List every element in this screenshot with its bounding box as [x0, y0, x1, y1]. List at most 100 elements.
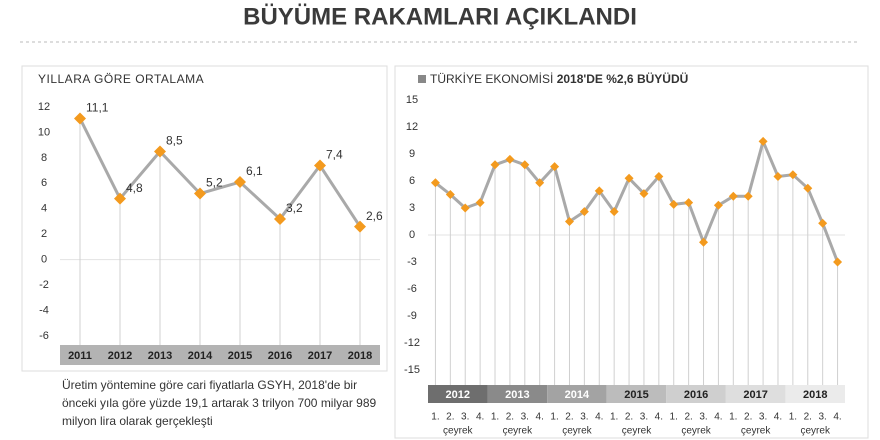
x-tick-label: 2.	[684, 412, 692, 423]
quarter-unit: çeyrek	[443, 426, 473, 437]
x-tick-label: 1.	[431, 412, 439, 423]
subtitle: 2018'DE %2,6 BÜYÜDÜ	[557, 71, 689, 86]
x-tick-label: 3.	[759, 412, 767, 423]
year-band	[606, 385, 667, 403]
right-panel	[394, 65, 869, 439]
x-tick-label: 1.	[670, 412, 678, 423]
x-tick-label: 1.	[729, 412, 737, 423]
quarter-unit: çeyrek	[741, 426, 771, 437]
data-line	[434, 139, 839, 263]
x-tick-label: 3.	[640, 412, 648, 423]
y-tick-label: -6	[407, 283, 417, 295]
y-tick-label: -4	[39, 304, 49, 316]
marker	[699, 237, 709, 247]
x-tick-label: 2014	[188, 350, 213, 362]
x-tick-label: 2.	[506, 412, 514, 423]
y-tick-label: 12	[406, 121, 418, 133]
value-label: 5,2	[206, 176, 223, 190]
quarter-unit: çeyrek	[562, 426, 592, 437]
marker	[430, 178, 440, 188]
marker	[314, 159, 326, 172]
marker	[234, 176, 246, 189]
marker	[833, 257, 843, 267]
quarter-unit: çeyrek	[622, 426, 652, 437]
y-tick-label: -2	[39, 279, 49, 291]
marker	[550, 162, 560, 172]
x-tick-label: 2.	[744, 412, 752, 423]
x-tick-label: 2.	[625, 412, 633, 423]
x-tick-label: 3.	[521, 412, 529, 423]
x-tick-label: 2017	[308, 350, 332, 362]
data-line	[78, 117, 362, 228]
marker	[114, 192, 126, 205]
legend-square	[418, 75, 426, 83]
marker	[818, 218, 828, 228]
marker	[445, 190, 455, 199]
quarter-unit: çeyrek	[503, 426, 533, 437]
marker	[460, 203, 470, 213]
marker	[743, 191, 753, 201]
y-tick-label: -6	[39, 330, 49, 342]
x-tick-label: 4.	[714, 412, 722, 423]
year-label: 2017	[743, 389, 767, 401]
marker	[354, 220, 366, 233]
x-tick-label: 4.	[774, 412, 782, 423]
marker	[154, 145, 166, 158]
marker	[654, 172, 664, 181]
marker	[624, 173, 634, 183]
marker	[758, 136, 768, 146]
y-tick-label: 4	[41, 203, 47, 215]
x-tick-label: 1.	[491, 412, 499, 423]
x-tick-label: 2011	[68, 350, 92, 362]
x-tick-label: 2015	[228, 350, 252, 362]
x-tick-label: 1.	[550, 412, 558, 423]
value-label: 8,5	[166, 134, 183, 148]
y-tick-label: -15	[404, 364, 420, 376]
page-title: BÜYÜME RAKAMLARI AÇIKLANDI	[243, 3, 637, 30]
year-label: 2012	[446, 389, 470, 401]
y-tick-label: 0	[409, 229, 415, 241]
left-panel	[21, 65, 388, 372]
marker	[564, 217, 574, 226]
quarter-unit: çeyrek	[800, 426, 830, 437]
x-tick-label: 2.	[804, 412, 812, 423]
year-band	[547, 385, 607, 403]
value-label: 6,1	[246, 164, 263, 178]
y-tick-label: 6	[409, 175, 415, 187]
y-tick-label: 6	[41, 177, 47, 189]
y-tick-label: 12	[38, 101, 50, 113]
year-band	[666, 385, 726, 403]
x-tick-label: 2012	[108, 350, 132, 362]
y-tick-label: 15	[406, 94, 418, 106]
marker	[669, 199, 679, 209]
x-tick-label: 3.	[818, 412, 826, 423]
y-tick-label: 10	[38, 126, 50, 138]
x-tick-label: 4.	[536, 412, 544, 423]
y-tick-label: 9	[409, 148, 415, 160]
x-tick-label: 3.	[699, 412, 707, 423]
year-label: 2014	[565, 389, 590, 401]
marker	[713, 200, 723, 210]
x-tick-label: 4.	[595, 412, 603, 423]
year-label: 2016	[684, 389, 708, 401]
y-tick-label: -3	[407, 256, 417, 268]
y-tick-label: -9	[407, 310, 417, 322]
marker	[505, 154, 515, 164]
x-tick-label: 1.	[789, 412, 797, 423]
year-band	[487, 385, 548, 403]
title-part: TÜRKİYE EKONOMİSİ	[430, 72, 553, 86]
y-tick-label: 0	[41, 254, 47, 266]
value-label: 2,6	[366, 209, 383, 223]
marker	[490, 160, 500, 170]
marker	[535, 178, 545, 188]
x-tick-label: 4.	[476, 412, 484, 423]
x-tick-label: 2018	[348, 350, 372, 362]
year-label: 2013	[505, 389, 529, 401]
x-tick-label: 3.	[580, 412, 588, 423]
marker	[194, 187, 206, 200]
caption: Üretim yöntemine göre cari fiyatlarla GS…	[62, 378, 377, 428]
year-label: 2015	[624, 389, 648, 401]
x-tick-label: 3.	[461, 412, 469, 423]
